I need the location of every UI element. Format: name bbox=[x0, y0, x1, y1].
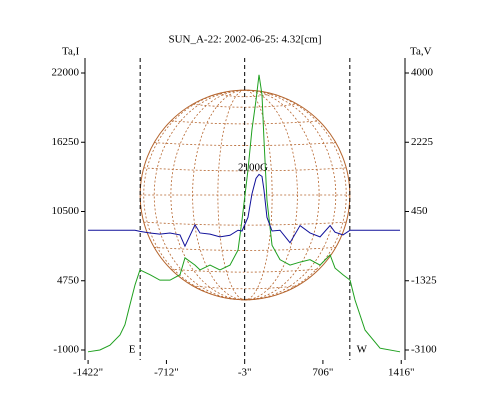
y2-axis-label: Ta,V bbox=[410, 46, 432, 58]
y2-tick-label: -1325 bbox=[411, 274, 437, 286]
sun-parallel bbox=[192, 285, 298, 290]
series-line bbox=[87, 74, 401, 353]
x-tick-label: -712" bbox=[154, 367, 179, 379]
y2-tick-label: 4000 bbox=[411, 67, 434, 79]
y2-tick-label: 2225 bbox=[411, 136, 434, 148]
chart-title: SUN_A-22: 2002-06-25: 4.32[cm] bbox=[168, 34, 321, 46]
y-tick-label: 10500 bbox=[52, 205, 80, 217]
annotation: W bbox=[357, 344, 368, 356]
sun-parallel bbox=[217, 93, 273, 98]
y-tick-label: -1000 bbox=[53, 344, 79, 356]
sun-parallel bbox=[170, 120, 320, 125]
y2-tick-label: 450 bbox=[411, 205, 428, 217]
sun-parallel bbox=[170, 268, 320, 273]
annotation: E bbox=[129, 344, 136, 356]
x-tick-label: 706" bbox=[312, 367, 333, 379]
sun-parallel bbox=[217, 295, 273, 300]
annotation: 2100G bbox=[238, 162, 268, 174]
y-axis-label: Ta,I bbox=[62, 46, 80, 58]
sun-parallel bbox=[154, 247, 336, 251]
series-line bbox=[87, 173, 401, 248]
sun-parallel bbox=[154, 142, 336, 146]
x-tick-label: 1416" bbox=[388, 367, 415, 379]
y-tick-label: 16250 bbox=[52, 136, 80, 148]
y2-tick-label: -3100 bbox=[411, 344, 437, 356]
y-tick-label: 22000 bbox=[52, 67, 80, 79]
y-tick-label: 4750 bbox=[57, 274, 80, 286]
x-tick-label: -3" bbox=[238, 367, 252, 379]
sun-parallel bbox=[192, 103, 298, 108]
x-tick-label: -1422" bbox=[73, 367, 103, 379]
